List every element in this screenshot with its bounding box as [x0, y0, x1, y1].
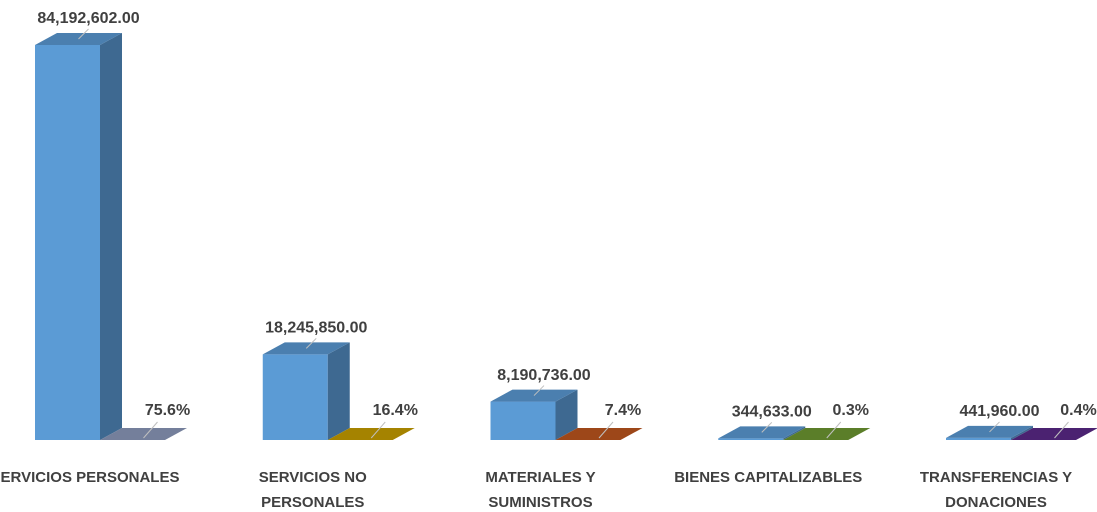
bar [490, 389, 578, 440]
bar [35, 33, 122, 440]
leader-line [989, 421, 1000, 433]
bar [1011, 428, 1097, 440]
value-label: 441,960.00 [959, 403, 1039, 420]
leader-line [370, 421, 386, 439]
bar-top [327, 427, 415, 440]
bar-front [718, 438, 784, 440]
value-label: 16.4% [373, 402, 418, 419]
bar-side [783, 426, 806, 440]
value-label: 75.6% [145, 402, 190, 419]
leader-line [1054, 421, 1069, 439]
value-label: 344,633.00 [732, 404, 812, 421]
value-label: 84,192,602.00 [37, 10, 139, 27]
bar-top [783, 428, 871, 440]
bar-front [262, 354, 328, 440]
x-tick-label: TRANSFERENCIAS Y DONACIONES [919, 469, 1073, 511]
bar-front [946, 437, 1011, 440]
bar-front [490, 401, 556, 440]
value-label: 8,190,736.00 [497, 367, 591, 384]
leader-line [78, 28, 89, 40]
bar-side [555, 389, 578, 440]
leader-line [143, 421, 158, 439]
bar [262, 342, 350, 440]
bar-side [100, 33, 122, 440]
bar-side [327, 342, 350, 440]
bar [555, 427, 643, 440]
bar-top [1011, 428, 1097, 440]
x-tick-label: SERVICIOS NO PERSONALES [258, 469, 367, 511]
x-tick-label: MATERIALES Y SUMINISTROS [485, 469, 596, 511]
x-tick-label: BIENES CAPITALIZABLES [674, 469, 863, 486]
bar [100, 427, 187, 440]
bar [783, 428, 871, 440]
bar-front [35, 45, 100, 440]
value-label: 0.4% [1060, 402, 1096, 419]
value-label: 0.3% [833, 402, 869, 419]
bar-top [100, 427, 187, 440]
value-label: 7.4% [605, 402, 641, 419]
leader-line [533, 385, 545, 396]
bar [327, 427, 415, 440]
leader-line [305, 338, 317, 349]
bar-side [392, 427, 415, 440]
x-tick-label: SERVICIOS PERSONALES [0, 469, 180, 486]
bar-top [555, 427, 643, 440]
leader-line [598, 421, 614, 439]
value-label: 18,245,850.00 [265, 320, 367, 337]
bar-side [165, 427, 187, 440]
leader-line [761, 422, 773, 433]
leader-line [826, 421, 842, 439]
bar-side [1011, 425, 1033, 440]
